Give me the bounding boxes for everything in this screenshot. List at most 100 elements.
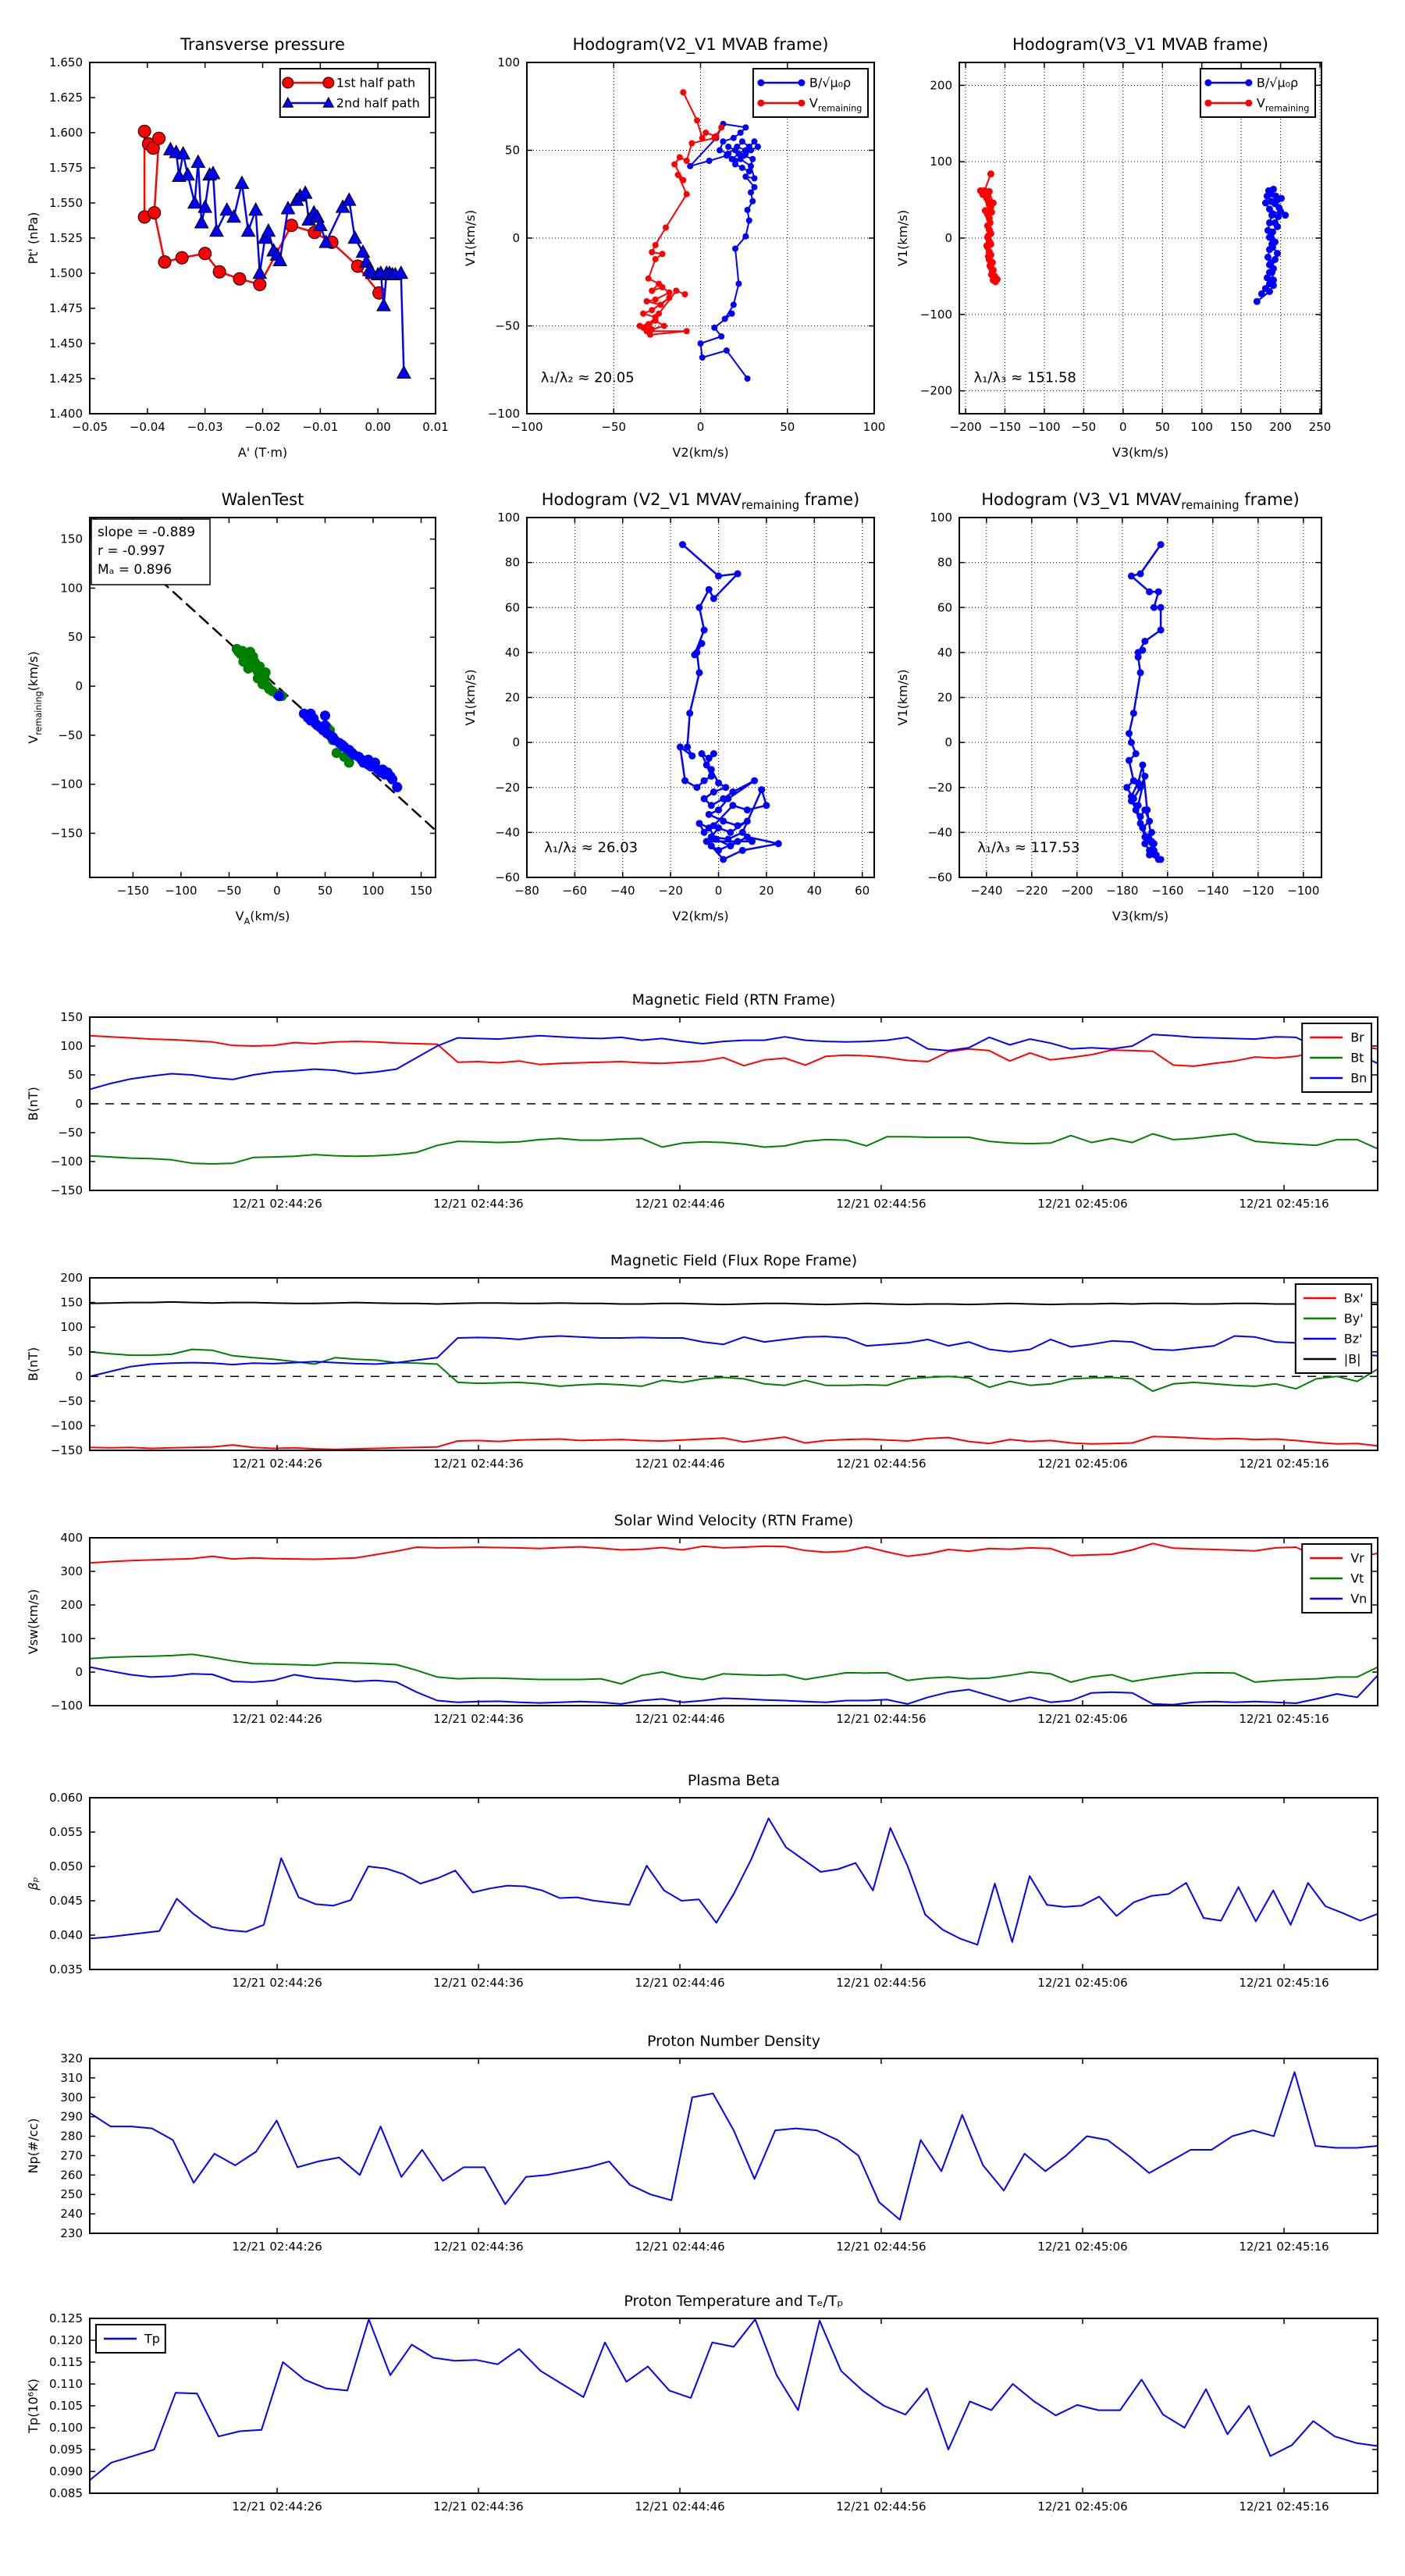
transverse-pressure-ytick-label: 1.650	[49, 55, 83, 69]
transverse-pressure-axes: −0.05 −0.04 −0.03 −0.02 −0.01 0.00 0.01 1.400 1.…	[49, 55, 449, 434]
magnetic-field-rtn-series-Bt	[90, 1133, 1378, 1165]
walen-test-ytick-label: 100	[60, 581, 83, 595]
proton-number-density-ytick-label: 230	[60, 2226, 83, 2240]
solar-wind-velocity-legend-label: Vt	[1350, 1571, 1364, 1586]
hodogram-v3v1-mvab-xtick-label: 50	[1155, 420, 1170, 434]
solar-wind-velocity-ytick-label: 100	[60, 1631, 83, 1646]
walen-test-canvas: −150 −100 −50 0 50 100 150 −150 −100 −50 0 50 100 150…	[26, 490, 436, 927]
hodogram-v2v1-mvav-plot: −80 −60 −40 −20 0 20 40 60 −60 −40 −20 0 20 40 60 80 100…	[453, 477, 909, 932]
solar-wind-velocity-series-Vt	[90, 1653, 1378, 1685]
transverse-pressure-ytick-label: 1.425	[49, 372, 83, 386]
plasma-beta-ytick-label: 0.040	[49, 1928, 83, 1942]
magnetic-field-flux-rope-xtick-label: 12/21 02:44:36	[433, 1457, 523, 1471]
solar-wind-velocity-ytick-label: 0	[75, 1665, 83, 1679]
hodogram-v2v1-mvav-ytick-label: 60	[505, 600, 520, 614]
hodogram-v2v1-mvav-ytick-label: 100	[497, 511, 520, 525]
hodogram-v3v1-mvav-annotation: λ₁/λ₃ ≈ 117.53	[977, 840, 1080, 856]
hodogram-v3v1-mvab-canvas: −200 −150 −100 −50 0 50 100 150 200 250 −200 −100 0 1…	[895, 35, 1331, 460]
magnetic-field-rtn-ytick-label: −50	[58, 1126, 83, 1140]
proton-number-density-ytick-label: 280	[60, 2129, 83, 2144]
walen-test-series-walen-blue	[273, 691, 403, 792]
plasma-beta-xtick-label: 12/21 02:44:26	[232, 1976, 322, 1990]
hodogram-v3v1-mvab-axes: −200 −150 −100 −50 0 50 100 150 200 250 −200 −100 0 1…	[920, 62, 1331, 434]
magnetic-field-flux-rope-ytick-label: 150	[60, 1296, 83, 1310]
proton-temperature-plot: 12/21 02:44:26 12/21 02:44:36 12/21 02:44:…	[16, 2278, 1405, 2548]
walen-test-xtick-label: −100	[165, 884, 197, 898]
hodogram-v3v1-mvav-xtick-label: −180	[1106, 884, 1138, 898]
hodogram-v2v1-mvav-ytick-label: 40	[505, 646, 520, 660]
solar-wind-velocity-ytick-label: 300	[60, 1564, 83, 1578]
hodogram-v2v1-mvab-legend-label: B/√μ₀ρ	[809, 76, 851, 91]
magnetic-field-rtn-xtick-label: 12/21 02:44:36	[433, 1197, 523, 1211]
plasma-beta-ytick-label: 0.060	[49, 1791, 83, 1805]
magnetic-field-flux-rope-legend-label: |B|	[1344, 1352, 1361, 1367]
transverse-pressure-ytick-label: 1.600	[49, 126, 83, 140]
plasma-beta-canvas: 12/21 02:44:26 12/21 02:44:36 12/21 02:44:…	[26, 1772, 1378, 1990]
hodogram-v3v1-mvav-plot: −240 −220 −200 −180 −160 −140 −120 −100 −60 −40 −2…	[885, 477, 1357, 932]
solar-wind-velocity-xtick-label: 12/21 02:44:36	[433, 1712, 523, 1726]
plasma-beta-plot: 12/21 02:44:26 12/21 02:44:36 12/21 02:44:…	[16, 1757, 1405, 2024]
hodogram-v3v1-mvav-ytick-label: 40	[937, 646, 952, 660]
magnetic-field-rtn-xtick-label: 12/21 02:44:26	[232, 1197, 322, 1211]
plasma-beta-ytick-label: 0.045	[49, 1894, 83, 1908]
hodogram-v2v1-mvav-ytick-label: 20	[505, 691, 520, 705]
hodogram-v3v1-mvab-ytick-label: −200	[920, 384, 952, 398]
plasma-beta-ylabel: βₚ	[26, 1877, 41, 1891]
proton-temperature-legend-label: Tp	[144, 2332, 160, 2347]
magnetic-field-flux-rope-series-Bz	[90, 1335, 1378, 1378]
hodogram-v2v1-mvav-canvas: −80 −60 −40 −20 0 20 40 60−60−40−20020406080100…	[463, 490, 875, 923]
hodogram-v3v1-mvav-ytick-label: 60	[937, 600, 952, 614]
plasma-beta-ytick-label: 0.035	[49, 1962, 83, 1976]
magnetic-field-rtn-legend: Br Bt Bn	[1301, 1023, 1372, 1093]
magnetic-field-flux-rope-legend-label: Bz'	[1344, 1332, 1363, 1347]
hodogram-v3v1-mvav-axes: −240 −220 −200 −180 −160 −140 −120 −100−60−40−2…	[927, 511, 1322, 898]
magnetic-field-rtn-xtick-label: 12/21 02:44:56	[836, 1197, 926, 1211]
magnetic-field-flux-rope-ytick-label: 100	[60, 1320, 83, 1334]
transverse-pressure-title: Transverse pressure	[180, 35, 345, 54]
hodogram-v2v1-mvab-xlabel: V2(km/s)	[672, 445, 728, 460]
walen-test-xtick-label: 50	[318, 884, 333, 898]
walen-test-xlabel: VA(km/s)	[236, 909, 290, 927]
hodogram-v3v1-mvab-plot: −200 −150 −100 −50 0 50 100 150 200 250 −200 −100 0 1…	[885, 22, 1357, 468]
transverse-pressure-xtick-label: −0.02	[245, 420, 281, 434]
hodogram-v2v1-mvab-axes: −100 −50 0 50 100 −100 −50 0 50 100	[488, 55, 886, 434]
proton-temperature-ylabel: Tp(10⁶K)	[26, 2379, 41, 2434]
proton-temperature-title: Proton Temperature and Tₑ/Tₚ	[624, 2293, 843, 2310]
proton-temperature-ytick-label: 0.100	[49, 2421, 83, 2435]
magnetic-field-rtn-ytick-label: −150	[51, 1183, 83, 1197]
solar-wind-velocity-xtick-label: 12/21 02:45:16	[1239, 1712, 1329, 1726]
walen-test-ytick-label: −100	[51, 777, 83, 792]
magnetic-field-rtn-ytick-label: 0	[75, 1097, 83, 1111]
hodogram-v2v1-mvab-ytick-label: 100	[497, 55, 520, 69]
hodogram-v2v1-mvab-xtick-label: 100	[863, 420, 886, 434]
solar-wind-velocity-xtick-label: 12/21 02:45:06	[1037, 1712, 1127, 1726]
hodogram-v2v1-mvab-title: Hodogram(V2_V1 MVAB frame)	[573, 35, 829, 55]
plasma-beta-xtick-label: 12/21 02:44:46	[635, 1976, 724, 1990]
hodogram-v3v1-mvab-xtick-label: 150	[1230, 420, 1253, 434]
hodogram-v2v1-mvab-series-B-alfven	[687, 120, 761, 382]
transverse-pressure-xtick-label: 0.00	[365, 420, 390, 434]
walen-test-xtick-label: −50	[217, 884, 242, 898]
proton-temperature-xtick-label: 12/21 02:44:46	[635, 2500, 724, 2514]
solar-wind-velocity-xtick-label: 12/21 02:44:46	[635, 1712, 724, 1726]
hodogram-v2v1-mvav-xtick-label: −80	[514, 884, 539, 898]
magnetic-field-flux-rope-title: Magnetic Field (Flux Rope Frame)	[610, 1252, 857, 1269]
magnetic-field-rtn-legend-label: Bt	[1350, 1051, 1364, 1066]
walen-test-xtick-label: 150	[410, 884, 432, 898]
hodogram-v3v1-mvab-xtick-label: −200	[949, 420, 981, 434]
hodogram-v3v1-mvav-xtick-label: −240	[970, 884, 1002, 898]
svg-text:Mₐ = 0.896: Mₐ = 0.896	[98, 562, 172, 578]
proton-temperature-canvas: 12/21 02:44:26 12/21 02:44:36 12/21 02:44:…	[26, 2293, 1378, 2514]
proton-number-density-xtick-label: 12/21 02:44:46	[635, 2240, 724, 2254]
hodogram-v2v1-mvav-xtick-label: 20	[759, 884, 774, 898]
transverse-pressure-series-1st-half-path	[137, 124, 386, 300]
hodogram-v2v1-mvab-legend-label: Vremaining	[809, 96, 862, 114]
plasma-beta-xtick-label: 12/21 02:44:56	[836, 1976, 926, 1990]
proton-temperature-legend: Tp	[95, 2324, 166, 2354]
transverse-pressure-ytick-label: 1.450	[49, 336, 83, 350]
hodogram-v2v1-mvab-plot: −100 −50 0 50 100 −100 −50 0 50 100 Hodogram(V2_V1…	[453, 22, 909, 468]
solar-wind-velocity-ytick-label: −100	[51, 1699, 83, 1713]
walen-test-stats-box: slope = -0.889 r = -0.997 Mₐ = 0.896	[91, 518, 211, 585]
svg-text:slope = -0.889: slope = -0.889	[98, 525, 195, 540]
magnetic-field-flux-rope-ytick-label: 200	[60, 1271, 83, 1285]
